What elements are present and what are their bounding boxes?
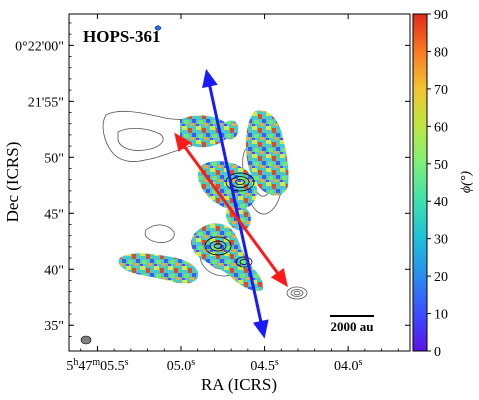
scale-bar-label: 2000 au <box>331 319 374 334</box>
x-tick-label: 05.0s <box>167 357 196 375</box>
top-marker <box>154 25 162 31</box>
outflow-arrow-shaft <box>206 79 264 329</box>
x-tick-label: 5h47m05.5s <box>66 357 128 375</box>
map-content <box>80 25 308 345</box>
colorbar-tick-label: 20 <box>434 270 448 285</box>
y-tick-label: 40" <box>44 263 64 278</box>
outflow-arrow-head <box>252 319 269 339</box>
colorbar-tick-label: 90 <box>434 8 448 23</box>
y-tick-label: 0°22'00" <box>15 39 64 54</box>
y-tick-label: 45" <box>44 207 64 222</box>
x-axis: 5h47m05.5s 05.0s 04.5s 04.0s <box>66 14 416 375</box>
y-tick-label: 21'55" <box>28 95 64 110</box>
colorbar-tick-label: 0 <box>434 345 441 360</box>
dense-core-contours <box>204 172 255 268</box>
y-axis-title: Dec (ICRS) <box>3 142 22 223</box>
outflow-arrows <box>174 68 288 339</box>
colorbar-tick-label: 60 <box>434 120 448 135</box>
y-tick-label: 50" <box>44 151 64 166</box>
outflow-arrow-head <box>202 68 218 89</box>
colorbar-title: ϕ(°) <box>459 171 474 194</box>
y-tick-label: 35" <box>44 319 64 334</box>
colorbar-tick-label: 50 <box>434 158 448 173</box>
colorbar-tick-label: 70 <box>434 83 448 98</box>
colorbar-tick-label: 40 <box>434 195 448 210</box>
colorbar-ticks: 0 10 20 30 40 50 60 70 80 90 <box>427 8 448 360</box>
x-tick-label: 04.0s <box>334 357 363 375</box>
source-label: HOPS-361 <box>83 27 160 46</box>
beam-ellipse <box>80 335 92 345</box>
outflow-arrow-shaft <box>179 140 283 280</box>
colorbar-tick-label: 10 <box>434 308 448 323</box>
x-tick-label: 04.5s <box>250 357 279 375</box>
outflow-arrow-head <box>270 267 288 288</box>
colorbar <box>412 13 428 352</box>
colorbar-tick-label: 80 <box>434 45 448 60</box>
outflow-arrow-head <box>174 132 192 152</box>
y-axis: 0°22'00" 21'55" 50" 45" 40" 35" <box>15 22 410 337</box>
x-axis-title: RA (ICRS) <box>201 375 277 394</box>
colorbar-tick-label: 30 <box>434 233 448 248</box>
